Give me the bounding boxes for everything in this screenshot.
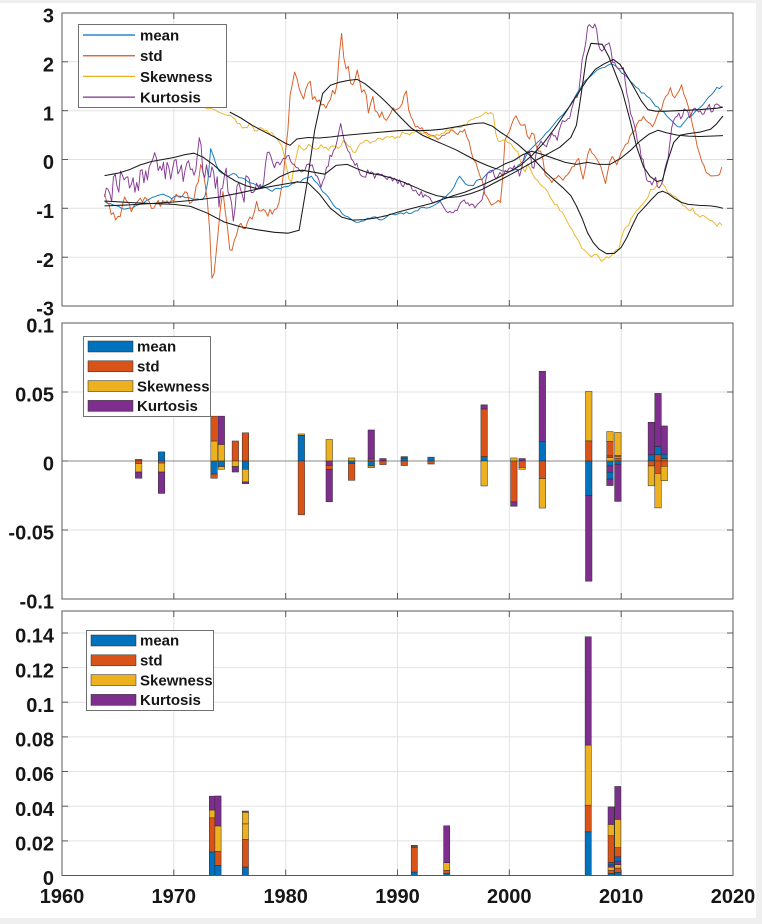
svg-text:0.04: 0.04 bbox=[15, 799, 55, 821]
svg-text:Skewness: Skewness bbox=[140, 672, 213, 689]
svg-text:0.1: 0.1 bbox=[26, 316, 54, 338]
svg-text:-1: -1 bbox=[36, 201, 54, 223]
svg-text:std: std bbox=[137, 359, 160, 376]
svg-text:mean: mean bbox=[140, 28, 179, 45]
svg-text:Kurtosis: Kurtosis bbox=[140, 90, 201, 107]
svg-text:2000: 2000 bbox=[487, 886, 532, 908]
svg-text:-0.1: -0.1 bbox=[20, 592, 54, 614]
svg-text:-0.05: -0.05 bbox=[8, 523, 54, 545]
svg-text:mean: mean bbox=[137, 339, 176, 356]
svg-text:0: 0 bbox=[43, 152, 54, 174]
svg-text:Skewness: Skewness bbox=[137, 378, 210, 395]
svg-text:2010: 2010 bbox=[599, 886, 644, 908]
svg-text:1990: 1990 bbox=[375, 886, 420, 908]
svg-text:0: 0 bbox=[43, 868, 54, 890]
svg-text:2020: 2020 bbox=[711, 886, 756, 908]
svg-text:Kurtosis: Kurtosis bbox=[140, 692, 201, 709]
svg-text:0: 0 bbox=[43, 454, 54, 476]
svg-text:0.12: 0.12 bbox=[15, 660, 54, 682]
svg-text:-3: -3 bbox=[36, 299, 54, 321]
svg-text:1960: 1960 bbox=[40, 886, 85, 908]
svg-text:mean: mean bbox=[140, 633, 179, 650]
svg-text:0.14: 0.14 bbox=[15, 626, 55, 648]
svg-text:Skewness: Skewness bbox=[140, 69, 213, 86]
svg-text:0.08: 0.08 bbox=[15, 730, 54, 752]
svg-text:0.06: 0.06 bbox=[15, 764, 54, 786]
svg-text:0.02: 0.02 bbox=[15, 834, 54, 856]
svg-text:0.1: 0.1 bbox=[26, 695, 54, 717]
svg-text:3: 3 bbox=[43, 6, 54, 28]
svg-text:1980: 1980 bbox=[263, 886, 308, 908]
svg-text:Kurtosis: Kurtosis bbox=[137, 398, 198, 415]
svg-text:1970: 1970 bbox=[152, 886, 197, 908]
svg-text:0.05: 0.05 bbox=[15, 385, 54, 407]
svg-text:1: 1 bbox=[43, 103, 54, 125]
svg-text:2: 2 bbox=[43, 55, 54, 77]
svg-text:std: std bbox=[140, 48, 163, 65]
svg-text:std: std bbox=[140, 653, 163, 670]
svg-text:-2: -2 bbox=[36, 250, 54, 272]
